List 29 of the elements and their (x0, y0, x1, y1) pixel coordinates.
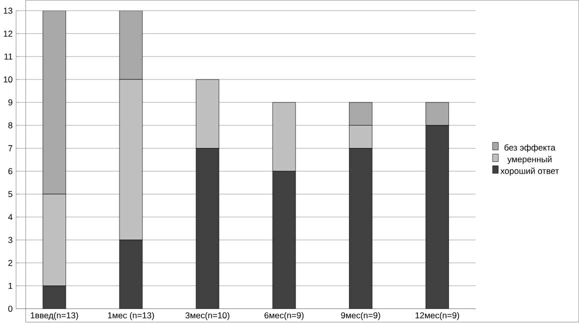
y-tick-label: 2 (8, 260, 12, 266)
y-tick-label: 12 (4, 30, 12, 36)
legend-label: умеренный (507, 156, 552, 164)
bar (426, 125, 449, 309)
y-tick-label: 10 (4, 76, 12, 82)
x-tick-label: 9мес(n=9) (341, 312, 380, 320)
y-tick-label: 8 (8, 122, 12, 128)
y-tick-label: 7 (8, 145, 12, 152)
y-tick-label: 4 (8, 214, 12, 220)
x-tick-label: 12мес(n=9) (416, 312, 460, 320)
x-tick-label: 1введ(n=13) (30, 312, 78, 320)
y-tick-label: 6 (8, 168, 12, 174)
y-tick-label: 5 (8, 190, 12, 197)
y-tick-label: 11 (4, 53, 12, 60)
x-tick-label: 3мес(n=10) (186, 312, 230, 320)
y-tick-label: 13 (4, 8, 12, 14)
legend-label: хороший ответ (500, 167, 559, 176)
bar (196, 148, 220, 309)
bar (349, 148, 372, 309)
x-tick-label: 6мес(n=9) (264, 312, 304, 320)
bar (42, 285, 66, 309)
bar (272, 170, 296, 309)
y-tick-label: 1 (8, 282, 12, 289)
y-tick-label: 3 (8, 236, 12, 243)
x-tick-label: 1мес (n=13) (108, 312, 154, 320)
legend-label: без эффекта (504, 144, 556, 152)
y-tick-label: 0 (8, 306, 12, 312)
bar (119, 240, 143, 309)
y-tick-label: 9 (8, 99, 12, 106)
